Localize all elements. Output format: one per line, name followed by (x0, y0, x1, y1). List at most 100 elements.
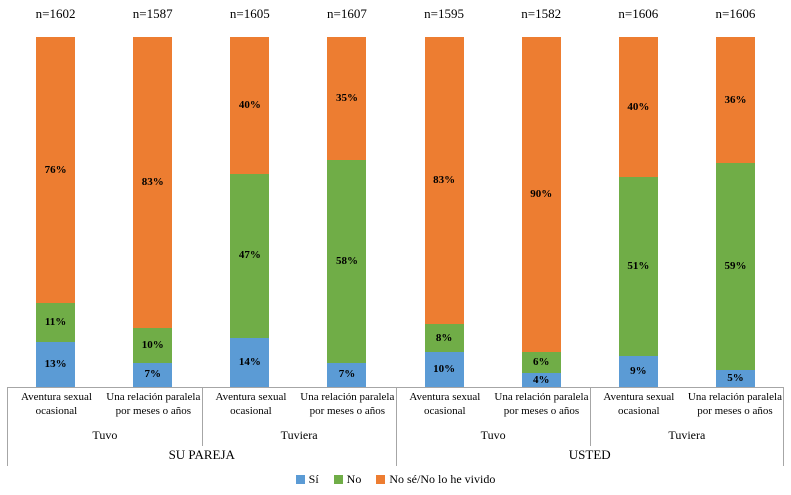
data-label: 8% (435, 331, 453, 344)
tense-group: Aventura sexual ocasional Una relación pa… (397, 388, 590, 446)
category-label: Una relación paralela por meses o años (687, 391, 782, 417)
bar-slot: 76% 11% 13% (7, 37, 104, 387)
bar-segment-no: 8% (424, 324, 464, 352)
axis-table: Aventura sexual ocasional Una relación pa… (7, 387, 784, 466)
tense-label: Tuviera (280, 428, 318, 442)
tense-label: Tuviera (668, 428, 706, 442)
legend-item: Sí (295, 472, 319, 487)
legend-item: No (333, 472, 362, 487)
bar: 83% 8% 10% (424, 37, 464, 387)
bar-segment-nose: 83% (133, 37, 173, 328)
bar-segment-no: 58% (327, 159, 367, 363)
category-label: Una relación paralela por meses o años (494, 391, 589, 417)
bar-segment-si: 7% (327, 362, 367, 387)
category-label: Aventura sexual ocasional (409, 391, 481, 417)
data-label: 5% (727, 371, 744, 384)
bar: 90% 6% 4% (521, 37, 561, 387)
data-label: 47% (238, 249, 261, 262)
bar-segment-nose: 35% (327, 37, 367, 160)
legend-label: No (346, 472, 362, 486)
bar-segment-nose: 76% (36, 37, 76, 303)
data-label: 10% (141, 338, 164, 351)
legend-label: Sí (308, 472, 319, 486)
data-label: 13% (44, 357, 67, 370)
bar-segment-no: 51% (618, 177, 658, 356)
bar-slot: 36% 59% 5% (687, 37, 784, 387)
n-label: n=1606 (715, 6, 756, 21)
subject-group: Aventura sexual ocasional Una relación pa… (7, 388, 396, 466)
n-label: n=1587 (132, 6, 173, 21)
bar-segment-no: 10% (133, 327, 173, 363)
category-row: Aventura sexual ocasional Una relación pa… (203, 388, 396, 425)
n-label: n=1605 (229, 6, 270, 21)
legend-swatch-nose (376, 475, 386, 484)
bar: 76% 11% 13% (36, 37, 76, 387)
bar: 35% 58% 7% (327, 37, 367, 387)
data-label: 35% (335, 91, 358, 104)
bar-segment-si: 7% (133, 362, 173, 387)
data-label: 51% (627, 259, 650, 272)
tense-row: Aventura sexual ocasional Una relación pa… (397, 388, 784, 446)
category-label: Aventura sexual ocasional (603, 391, 675, 417)
n-label: n=1607 (327, 6, 367, 21)
data-label: 6% (532, 356, 550, 368)
data-label: 11% (44, 315, 67, 328)
legend: Sí No No sé/No lo he vivido (0, 472, 791, 487)
data-label: 14% (238, 356, 261, 368)
bars-row: 76% 11% 13% 83% 10% 7% 40% 47% 14% 35% 58% 7% 83% 8% 1… (7, 37, 784, 387)
category-label: Aventura sexual ocasional (215, 391, 287, 417)
data-label: 76% (44, 163, 67, 176)
data-label: 7% (144, 368, 161, 381)
bar-segment-si: 14% (230, 338, 270, 387)
bar-segment-no: 11% (36, 303, 76, 342)
bar-slot: 83% 10% 7% (104, 37, 201, 387)
bar-slot: 90% 6% 4% (493, 37, 590, 387)
bar-slot: 40% 47% 14% (201, 37, 298, 387)
bar: 36% 59% 5% (715, 37, 755, 387)
tense-label: Tuvo (92, 428, 118, 442)
data-label: 59% (724, 259, 747, 272)
bar: 40% 47% 14% (230, 37, 270, 387)
bar-slot: 35% 58% 7% (298, 37, 395, 387)
legend-swatch-no (333, 475, 343, 484)
category-row: Aventura sexual ocasional Una relación pa… (8, 388, 202, 425)
data-label: 83% (141, 175, 164, 188)
bar-segment-si: 9% (618, 355, 658, 387)
tense-label: Tuvo (480, 428, 506, 442)
subject-label: SU PAREJA (168, 447, 235, 462)
data-label: 40% (238, 98, 261, 111)
data-label: 4% (532, 373, 550, 386)
bar-segment-no: 47% (230, 173, 270, 338)
category-label: Una relación paralela por meses o años (300, 391, 395, 417)
data-label: 90% (530, 188, 553, 200)
bar-segment-si: 13% (36, 341, 76, 387)
bar-segment-si: 5% (715, 369, 755, 387)
n-label: n=1606 (618, 6, 659, 21)
bar: 83% 10% 7% (133, 37, 173, 387)
legend-label: No sé/No lo he vivido (389, 472, 496, 486)
bar-segment-nose: 83% (424, 37, 464, 324)
tense-group: Aventura sexual ocasional Una relación pa… (8, 388, 202, 446)
category-row: Aventura sexual ocasional Una relación pa… (591, 388, 783, 425)
bar: 40% 51% 9% (618, 37, 658, 387)
data-label: 7% (338, 368, 356, 381)
bar-slot: 40% 51% 9% (590, 37, 687, 387)
subject-label: USTED (568, 447, 611, 462)
tense-group: Aventura sexual ocasional Una relación pa… (201, 388, 396, 446)
bar-segment-nose: 40% (618, 37, 658, 177)
bar-segment-si: 4% (521, 373, 561, 387)
subject-group: Aventura sexual ocasional Una relación pa… (395, 388, 784, 466)
data-label: 40% (627, 100, 650, 113)
n-label: n=1602 (35, 6, 76, 21)
data-label: 83% (433, 174, 456, 186)
bar-segment-no: 6% (521, 352, 561, 373)
category-label: Una relación paralela por meses o años (106, 391, 201, 417)
data-label: 9% (630, 364, 647, 377)
n-label-row: n=1602 n=1587 n=1605 n=1607 n=1595 n=1582 n=16… (7, 6, 784, 26)
bar-segment-nose: 40% (230, 37, 270, 174)
n-label: n=1582 (521, 6, 562, 21)
data-label: 36% (724, 93, 747, 106)
bar-segment-si: 10% (424, 352, 464, 387)
data-label: 58% (335, 254, 358, 267)
